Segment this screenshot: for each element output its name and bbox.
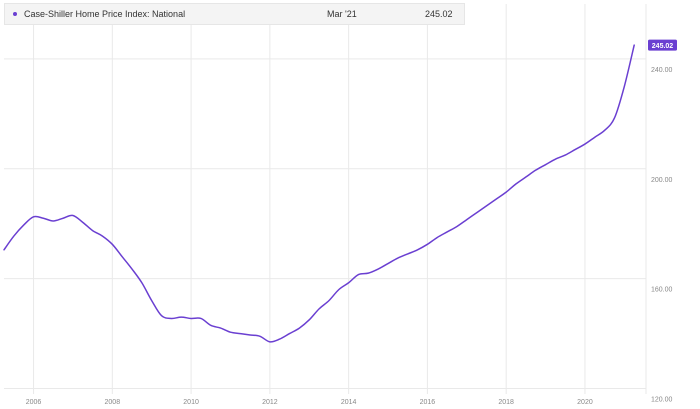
y-tick-label: 120.00 [651,397,673,404]
last-value-tag: 245.02 [648,39,677,51]
legend-date: Mar '21 [327,9,357,19]
y-tick-label: 160.00 [651,287,673,294]
y-axis-tick-labels: 120.00 160.00 200.00 240.00 [651,67,673,404]
x-tick-label: 2020 [577,399,593,406]
x-tick-label: 2016 [420,399,436,406]
legend-value: 245.02 [425,9,453,19]
x-tick-label: 2014 [341,399,357,406]
series-legend: Case-Shiller Home Price Index: National … [4,3,465,25]
x-tick-label: 2008 [105,399,121,406]
last-value-tag-label: 245.02 [652,43,674,50]
x-tick-label: 2012 [262,399,278,406]
series-line [3,44,635,343]
y-tick-label: 200.00 [651,177,673,184]
series-color-dot [13,12,17,16]
y-tick-label: 240.00 [651,67,673,74]
x-tick-label: 2006 [26,399,42,406]
x-axis-tick-labels: 2006 2008 2010 2012 2014 2016 2018 2020 [26,399,593,406]
legend-series-name: Case-Shiller Home Price Index: National [24,9,186,19]
x-tick-label: 2018 [498,399,514,406]
series-layer [3,44,635,343]
last-value-tag-bg [648,39,677,51]
grid-lines [4,4,647,394]
x-tick-label: 2010 [183,399,199,406]
